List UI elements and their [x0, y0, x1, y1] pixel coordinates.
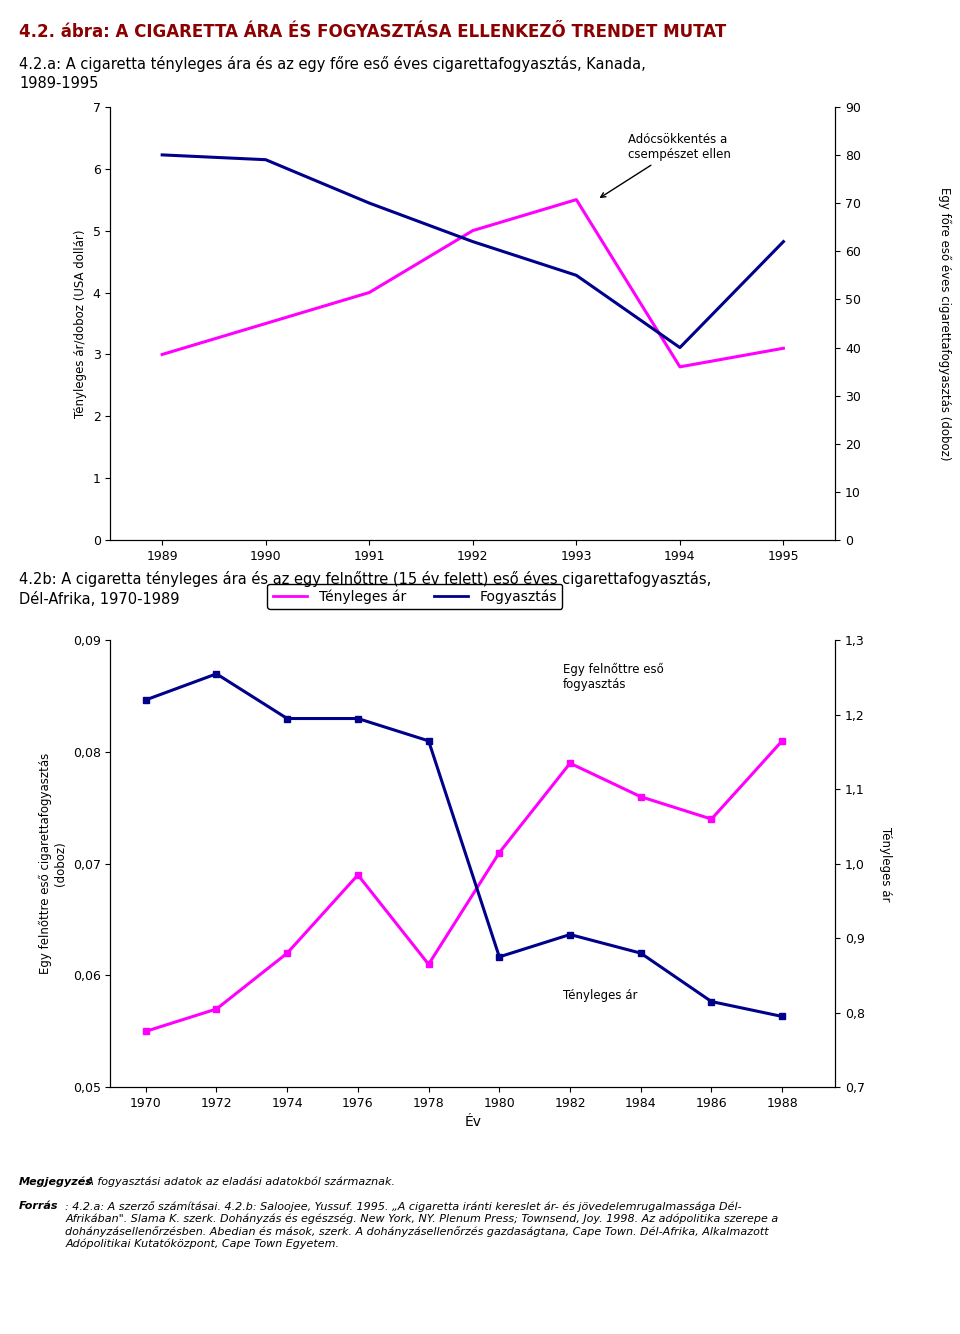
Text: 4.2.a: A cigaretta tényleges ára és az egy főre eső éves cigarettafogyasztás, Ka: 4.2.a: A cigaretta tényleges ára és az e…	[19, 56, 646, 72]
Text: Egy felnőttre eső
fogyasztás: Egy felnőttre eső fogyasztás	[563, 663, 663, 691]
Text: 4.2b: A cigaretta tényleges ára és az egy felnőttre (15 év felett) eső éves ciga: 4.2b: A cigaretta tényleges ára és az eg…	[19, 571, 711, 587]
Legend: Tényleges ár, Fogyasztás: Tényleges ár, Fogyasztás	[267, 583, 563, 610]
Text: 4.2. ábra: A CIGARETTA ÁRA ÉS FOGYASZTÁSA ELLENKEZŐ TRENDET MUTAT: 4.2. ábra: A CIGARETTA ÁRA ÉS FOGYASZTÁS…	[19, 23, 727, 40]
Text: 1989-1995: 1989-1995	[19, 76, 99, 91]
Text: Dél-Afrika, 1970-1989: Dél-Afrika, 1970-1989	[19, 592, 180, 607]
Y-axis label: Egy főre eső éves cigarettafogyasztás (doboz): Egy főre eső éves cigarettafogyasztás (d…	[938, 187, 950, 460]
Text: Forrás: Forrás	[19, 1201, 59, 1210]
Text: : A fogyasztási adatok az eladási adatokból származnak.: : A fogyasztási adatok az eladási adatok…	[79, 1177, 395, 1187]
Y-axis label: Tényleges ár: Tényleges ár	[879, 827, 892, 900]
Text: : 4.2.a: A szerző számításai. 4.2.b: Saloojee, Yussuf. 1995. „A cigaretta iránti: : 4.2.a: A szerző számításai. 4.2.b: Sal…	[65, 1201, 779, 1249]
Text: Megjegyzés: Megjegyzés	[19, 1177, 93, 1187]
Text: Tényleges ár: Tényleges ár	[563, 988, 637, 1002]
Y-axis label: Tényleges ár/doboz (USA dollár): Tényleges ár/doboz (USA dollár)	[74, 229, 87, 418]
Text: Adócsökkentés a
csempészet ellen: Adócsökkentés a csempészet ellen	[601, 133, 731, 197]
X-axis label: Év: Év	[465, 1115, 481, 1130]
Y-axis label: Egy felnőttre eső cigarettafogyasztás
(doboz): Egy felnőttre eső cigarettafogyasztás (d…	[39, 754, 67, 974]
